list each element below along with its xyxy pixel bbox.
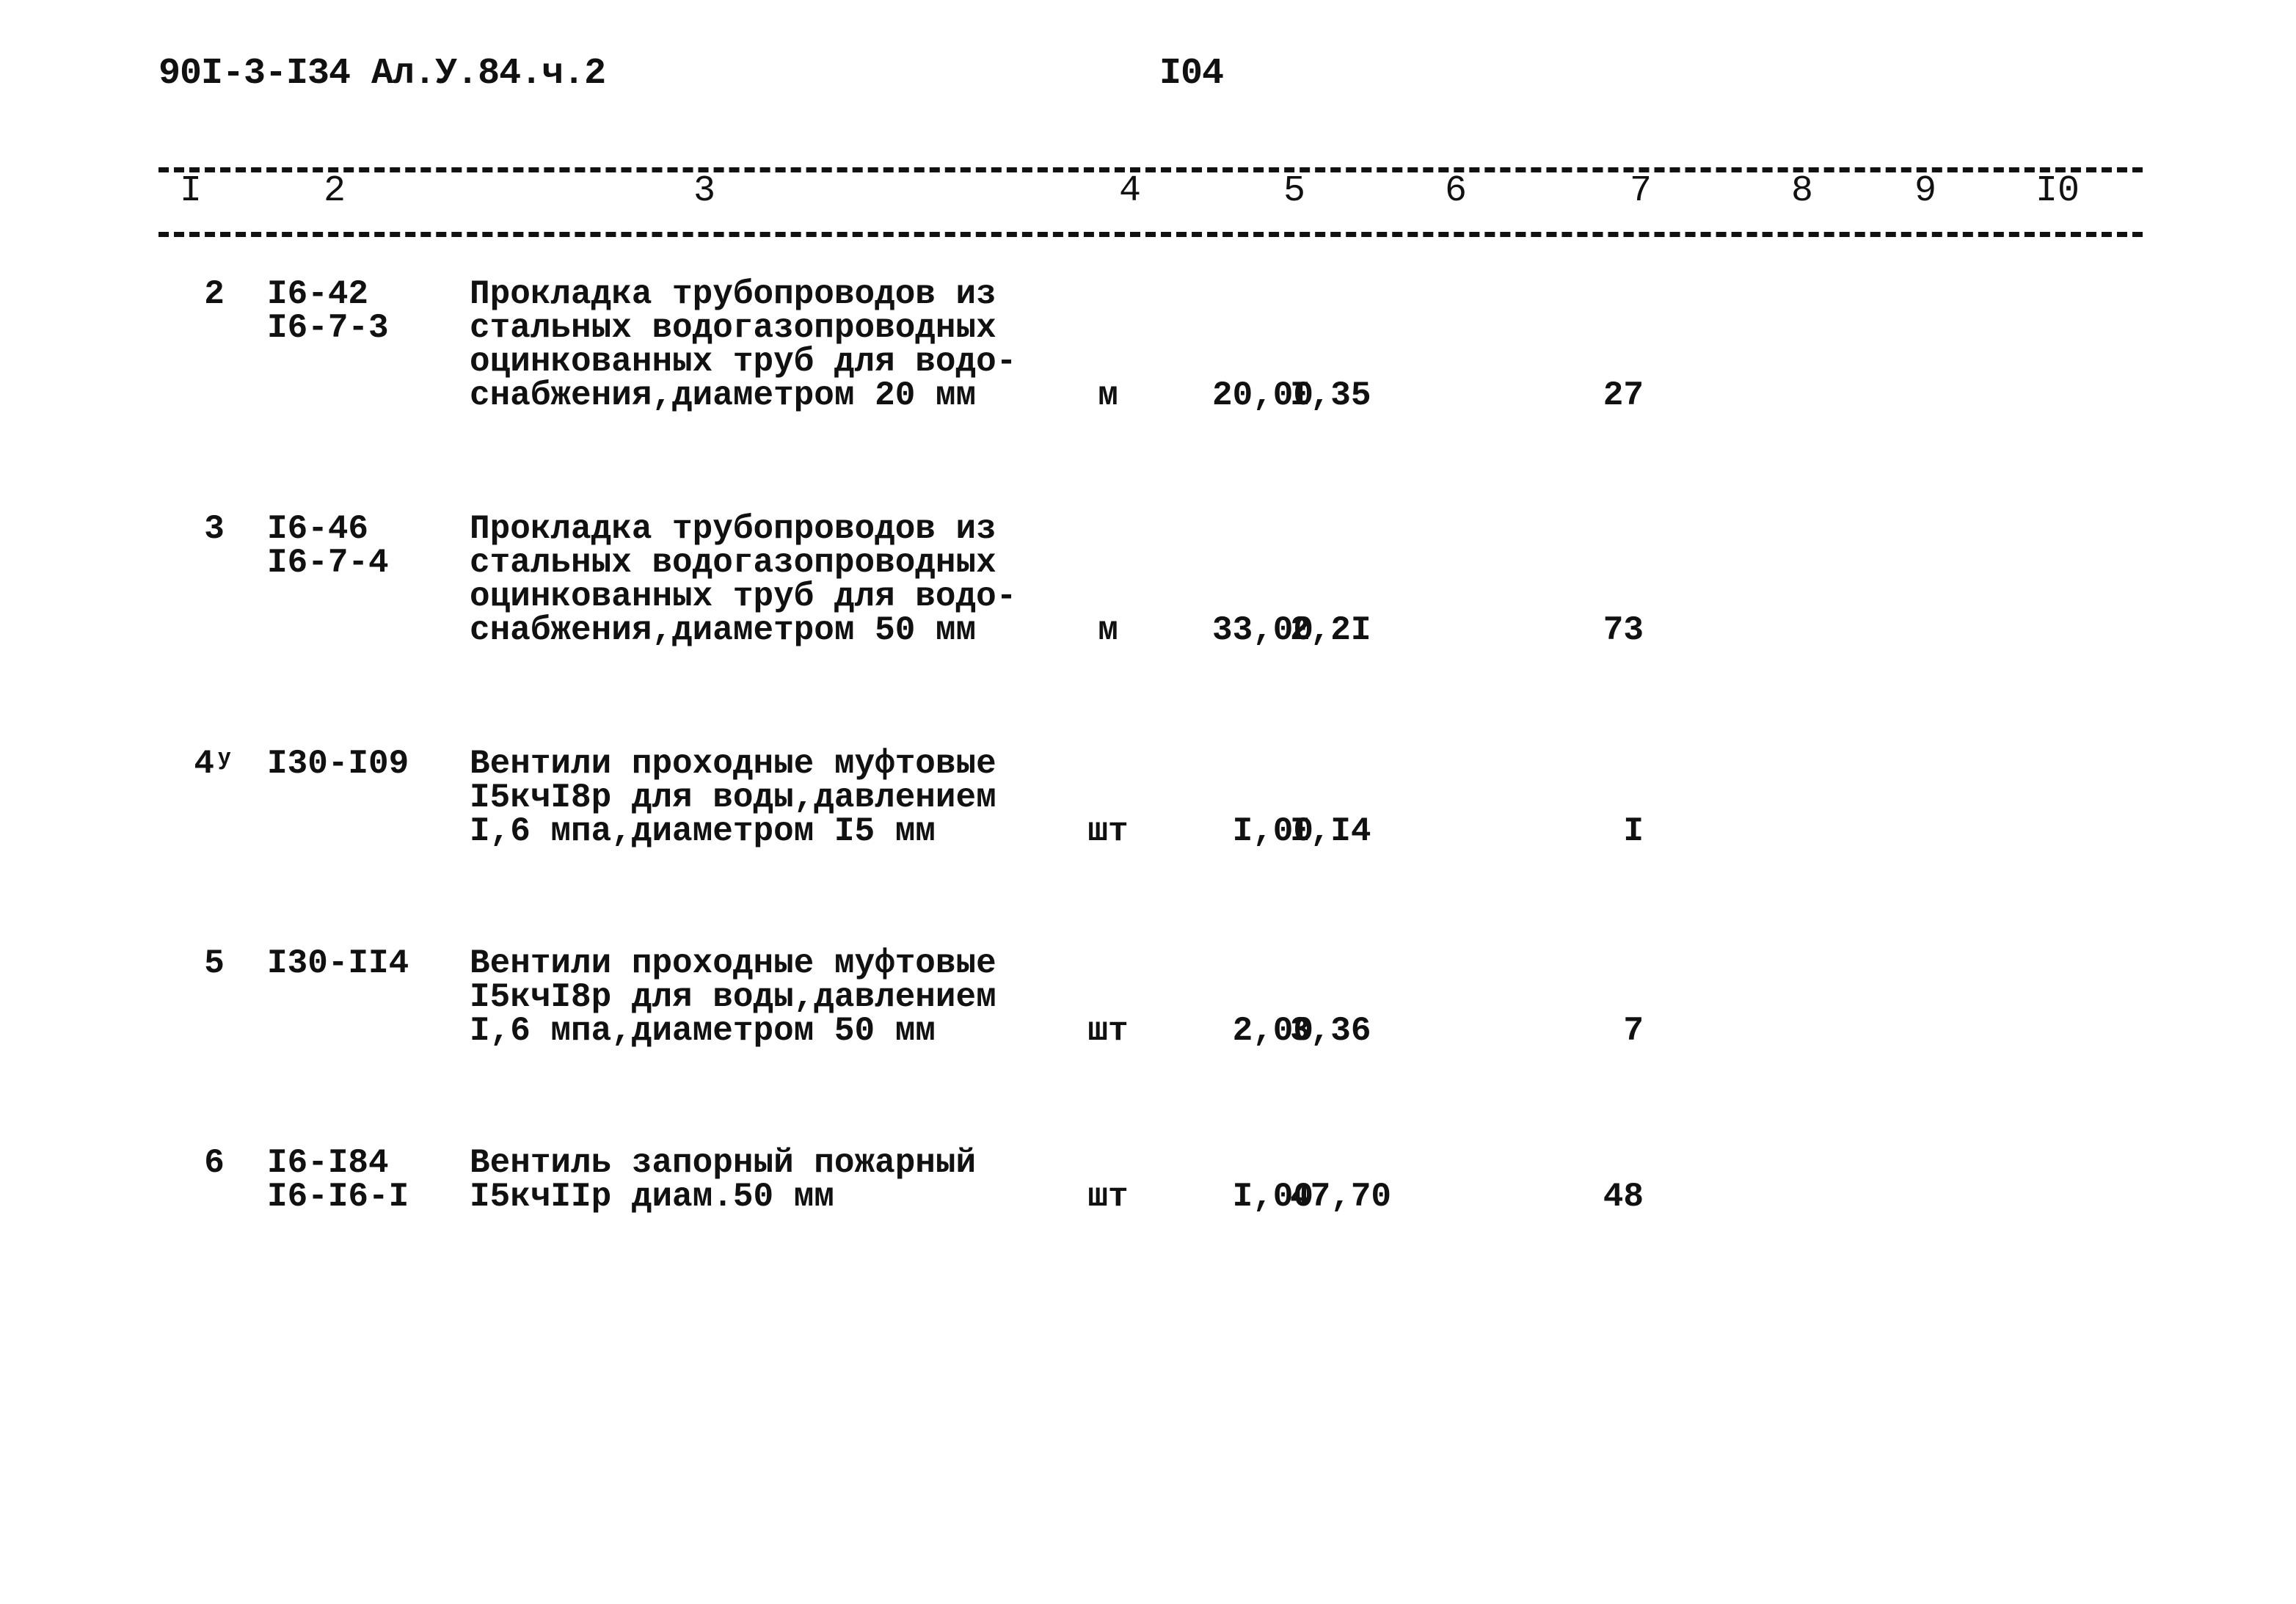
- column-number: 2: [323, 170, 346, 212]
- column-number: 7: [1629, 170, 1652, 212]
- rate-code: I6-42 I6-7-3: [267, 275, 389, 347]
- rate-code: I30-I09: [267, 745, 409, 783]
- column-number: 5: [1283, 170, 1305, 212]
- unit: м: [1098, 611, 1118, 649]
- quantity: 33,00: [1211, 611, 1313, 649]
- unit-price: 47,70: [1290, 1178, 1392, 1216]
- header-bottom-rule: [158, 232, 2143, 237]
- row-number: 6: [204, 1144, 225, 1182]
- total: 27: [1603, 376, 1644, 415]
- page-number: I04: [1159, 53, 1224, 95]
- unit: шт: [1087, 1012, 1129, 1050]
- row-number: 3: [204, 510, 225, 548]
- unit: м: [1098, 376, 1118, 415]
- quantity: I,00: [1232, 812, 1313, 850]
- rate-code: I6-46 I6-7-4: [267, 510, 389, 582]
- column-number: 8: [1790, 170, 1813, 212]
- document-code: 90I-3-I34 Ал.У.84.ч.2: [158, 53, 606, 95]
- work-description: Прокладка трубопроводов из стальных водо…: [470, 510, 1017, 649]
- work-description: Прокладка трубопроводов из стальных водо…: [470, 275, 1017, 415]
- table-row: 2 I6-42 I6-7-3 Прокладка трубопроводов и…: [0, 277, 2296, 412]
- total: 7: [1623, 1012, 1644, 1050]
- column-number: I0: [2035, 170, 2080, 212]
- work-description: Вентили проходные муфтовые I5кчI8р для в…: [470, 944, 996, 1050]
- header-top-rule: [158, 167, 2143, 172]
- table-row: 5 I30-II4 Вентили проходные муфтовые I5к…: [0, 947, 2296, 1048]
- row-number: 2: [204, 275, 225, 313]
- unit-price: 2,2I: [1290, 611, 1371, 649]
- total: 73: [1603, 611, 1644, 649]
- unit-price: I,35: [1290, 376, 1371, 415]
- column-number: 4: [1118, 170, 1141, 212]
- total: 48: [1603, 1178, 1644, 1216]
- unit: шт: [1087, 1178, 1129, 1216]
- column-number: 9: [1914, 170, 1936, 212]
- quantity: I,00: [1232, 1178, 1313, 1216]
- table-row: 3 I6-46 I6-7-4 Прокладка трубопроводов и…: [0, 512, 2296, 647]
- work-description: Вентили проходные муфтовые I5кчI8р для в…: [470, 745, 996, 850]
- table-row: 4ʸ I30-I09 Вентили проходные муфтовые I5…: [0, 747, 2296, 848]
- row-number: 4ʸ: [194, 745, 235, 783]
- quantity: 2,00: [1232, 1012, 1313, 1050]
- unit: шт: [1087, 812, 1129, 850]
- column-number: I: [179, 170, 202, 212]
- total: I: [1623, 812, 1644, 850]
- column-number: 6: [1444, 170, 1467, 212]
- unit-price: 3,36: [1290, 1012, 1371, 1050]
- work-description: Вентиль запорный пожарный I5кчIIр диам.5…: [470, 1144, 977, 1216]
- column-number: 3: [693, 170, 715, 212]
- row-number: 5: [204, 944, 225, 983]
- rate-code: I30-II4: [267, 944, 409, 983]
- table-row: 6 I6-I84 I6-I6-I Вентиль запорный пожарн…: [0, 1146, 2296, 1214]
- unit-price: I,I4: [1290, 812, 1371, 850]
- rate-code: I6-I84 I6-I6-I: [267, 1144, 409, 1216]
- quantity: 20,00: [1211, 376, 1313, 415]
